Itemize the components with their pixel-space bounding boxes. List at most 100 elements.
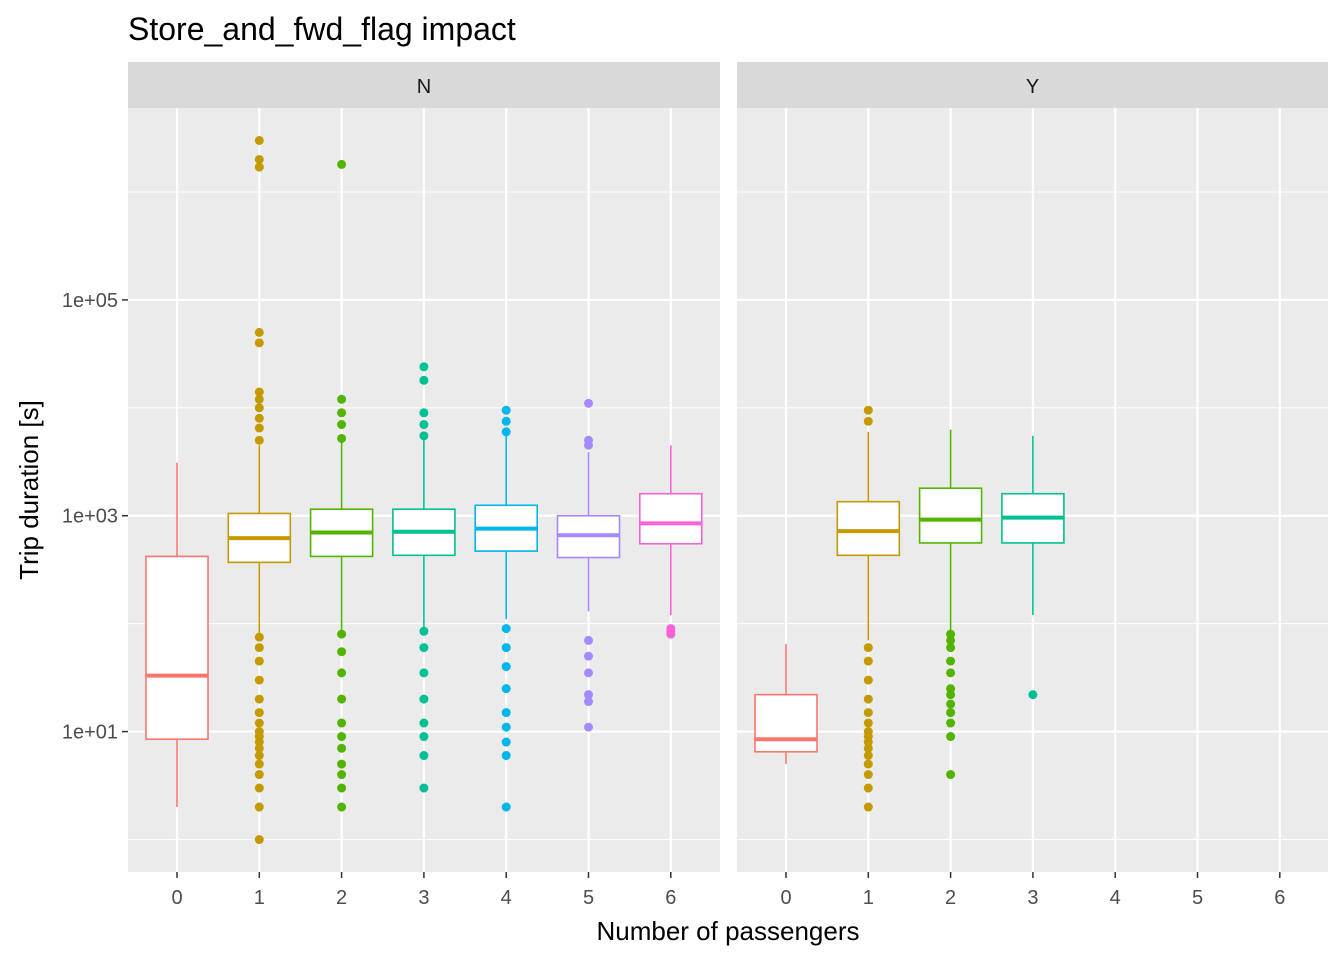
chart-title: Store_and_fwd_flag impact bbox=[128, 11, 516, 47]
outlier-point bbox=[863, 743, 873, 753]
x-tick-label: 4 bbox=[501, 887, 512, 909]
outlier-point bbox=[337, 629, 347, 639]
outlier-point bbox=[419, 362, 429, 372]
x-tick-label: 6 bbox=[665, 887, 676, 909]
outlier-point bbox=[337, 770, 347, 780]
outlier-point bbox=[863, 405, 873, 415]
outlier-point bbox=[501, 405, 511, 415]
box-Y-2 bbox=[918, 429, 983, 780]
outlier-point bbox=[254, 643, 264, 653]
x-tick-label: 3 bbox=[418, 887, 429, 909]
outlier-point bbox=[501, 802, 511, 812]
outlier-point bbox=[254, 327, 264, 337]
strip-label: Y bbox=[1026, 76, 1039, 98]
outlier-point bbox=[419, 626, 429, 636]
outlier-point bbox=[946, 684, 956, 694]
outlier-point bbox=[501, 643, 511, 653]
outlier-point bbox=[337, 647, 347, 657]
outlier-point bbox=[863, 416, 873, 426]
outlier-point bbox=[863, 759, 873, 769]
outlier-point bbox=[501, 427, 511, 437]
outlier-point bbox=[419, 643, 429, 653]
outlier-point bbox=[946, 732, 956, 742]
outlier-point bbox=[666, 624, 676, 634]
outlier-point bbox=[584, 635, 593, 645]
x-tick-label: 5 bbox=[583, 887, 594, 909]
outlier-point bbox=[337, 718, 347, 728]
panel-N: N 0 1 2 3 4 5 6 bbox=[128, 62, 720, 909]
outlier-point bbox=[337, 783, 347, 793]
outlier-point bbox=[337, 420, 347, 430]
outlier-point bbox=[863, 751, 873, 761]
outlier-point bbox=[419, 668, 429, 678]
box-N-2 bbox=[309, 159, 374, 812]
outlier-point bbox=[254, 718, 264, 728]
outlier-point bbox=[501, 662, 511, 672]
x-tick-label: 3 bbox=[1027, 887, 1038, 909]
box-N-5 bbox=[556, 398, 621, 732]
outlier-point bbox=[254, 135, 264, 145]
strip-label: N bbox=[417, 76, 431, 98]
x-tick-label: 1 bbox=[254, 887, 265, 909]
outlier-point bbox=[584, 690, 593, 700]
x-tick-label: 6 bbox=[1274, 887, 1285, 909]
x-tick-label: 2 bbox=[336, 887, 347, 909]
box-rect bbox=[638, 492, 703, 545]
outlier-point bbox=[863, 656, 873, 666]
box-Y-1 bbox=[836, 405, 901, 812]
outlier-point bbox=[337, 159, 347, 169]
outlier-point bbox=[946, 708, 956, 718]
x-tick-label: 1 bbox=[863, 887, 874, 909]
outlier-point bbox=[254, 162, 264, 172]
outlier-point bbox=[337, 433, 347, 443]
outlier-point bbox=[254, 394, 264, 404]
outlier-point bbox=[419, 375, 429, 385]
outlier-point bbox=[501, 722, 511, 732]
outlier-point bbox=[501, 708, 511, 718]
outlier-point bbox=[946, 635, 956, 645]
outlier-point bbox=[501, 737, 511, 747]
outlier-point bbox=[254, 387, 264, 397]
outlier-point bbox=[254, 435, 264, 445]
outlier-point bbox=[337, 394, 347, 404]
outlier-point bbox=[946, 643, 956, 653]
outlier-point bbox=[254, 675, 264, 685]
x-axis-title: Number of passengers bbox=[596, 916, 859, 946]
outlier-point bbox=[946, 770, 956, 780]
outlier-point bbox=[337, 668, 347, 678]
x-tick-label: 4 bbox=[1110, 887, 1121, 909]
outlier-point bbox=[254, 656, 264, 666]
outlier-point bbox=[946, 656, 956, 666]
outlier-point bbox=[337, 408, 347, 418]
outlier-point bbox=[863, 643, 873, 653]
y-tick-label: 1e+01 bbox=[62, 722, 118, 744]
outlier-point bbox=[254, 802, 264, 812]
box-rect bbox=[754, 693, 818, 753]
outlier-point bbox=[863, 770, 873, 780]
outlier-point bbox=[584, 668, 593, 678]
outlier-point bbox=[337, 759, 347, 769]
y-axis-title: Trip duration [s] bbox=[14, 400, 44, 580]
outlier-point bbox=[501, 416, 511, 426]
outlier-point bbox=[254, 759, 264, 769]
outlier-point bbox=[337, 802, 347, 812]
outlier-point bbox=[254, 743, 264, 753]
outlier-point bbox=[254, 632, 264, 642]
strip-background bbox=[737, 62, 1328, 108]
outlier-point bbox=[254, 423, 264, 433]
box-rect bbox=[145, 555, 209, 741]
box-N-1 bbox=[227, 135, 292, 845]
outlier-point bbox=[584, 398, 593, 408]
box-rect bbox=[836, 500, 901, 557]
y-tick-label: 1e+03 bbox=[62, 506, 118, 528]
box-N-4 bbox=[474, 405, 539, 812]
box-Y-0 bbox=[754, 643, 818, 765]
x-tick-label: 0 bbox=[171, 887, 182, 909]
outlier-point bbox=[946, 668, 956, 678]
outlier-point bbox=[254, 708, 264, 718]
outlier-point bbox=[419, 718, 429, 728]
outlier-point bbox=[254, 338, 264, 348]
outlier-point bbox=[584, 697, 593, 707]
outlier-point bbox=[863, 694, 873, 704]
box-N-0 bbox=[145, 462, 209, 808]
